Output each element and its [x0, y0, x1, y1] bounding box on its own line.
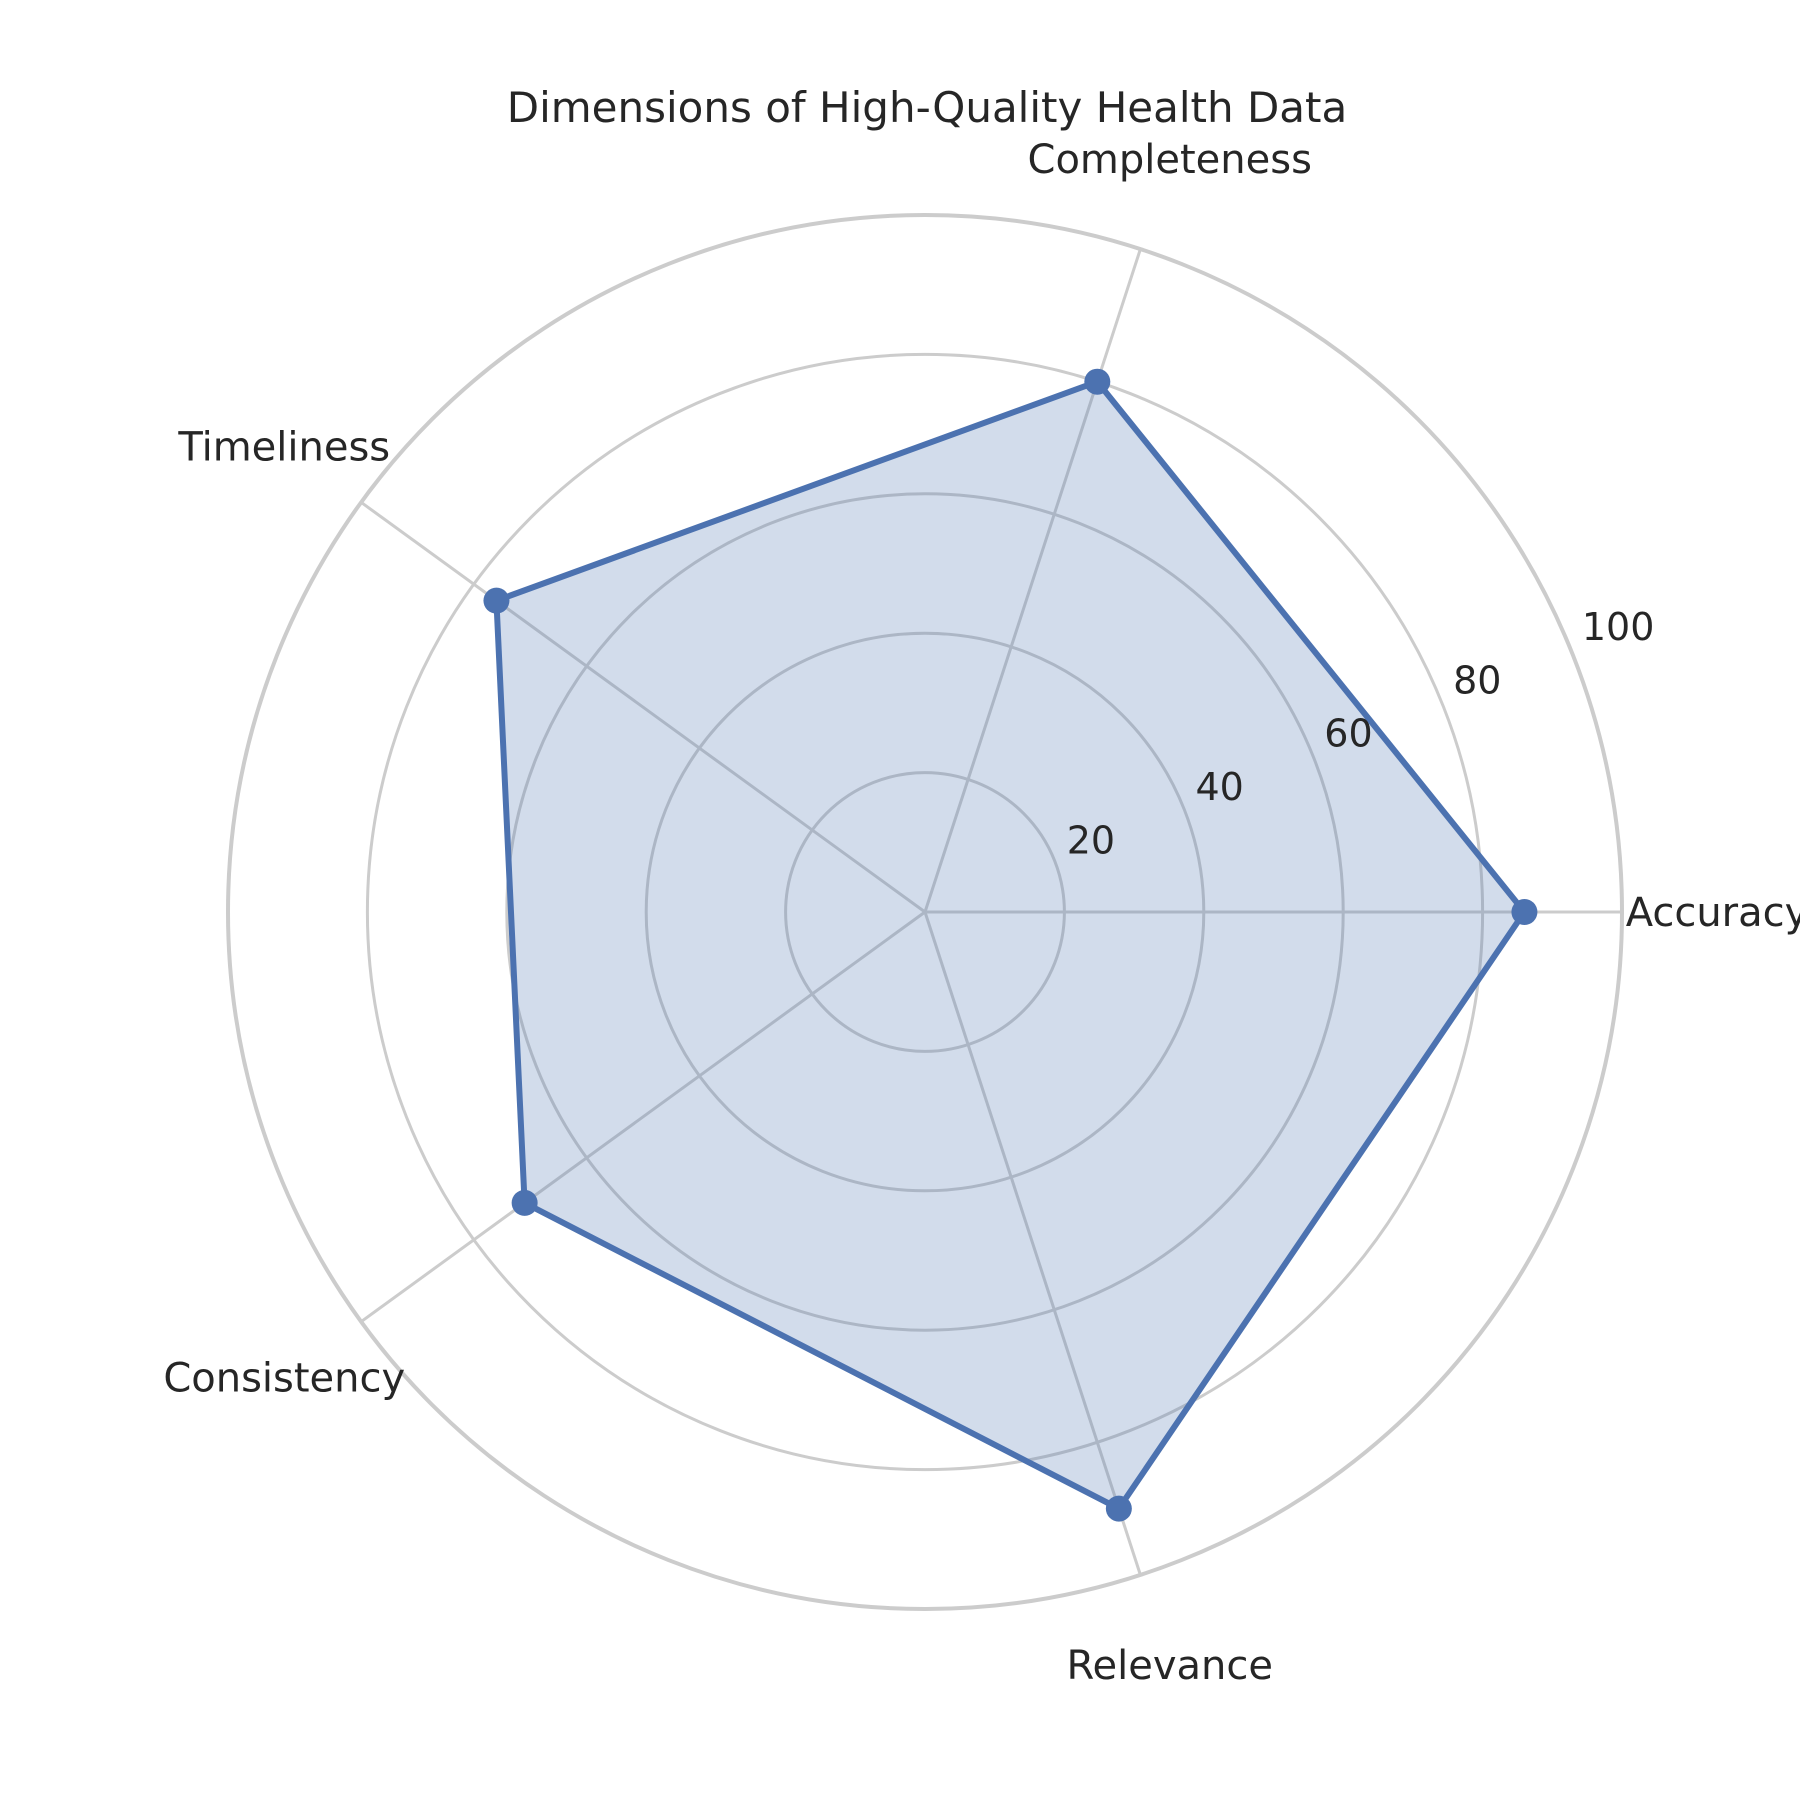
data-point-accuracy: [1511, 899, 1538, 925]
data-point-relevance: [1105, 1495, 1132, 1522]
r-tick-label: 100: [1582, 605, 1655, 649]
series-area: [496, 381, 1525, 1509]
radar-series: [483, 368, 1538, 1522]
category-label-relevance: Relevance: [1067, 1643, 1273, 1689]
spoke-consistency: [360, 910, 926, 1323]
category-label-accuracy: Accuracy: [1626, 890, 1800, 936]
radar-labels: 20 40 60 80 100 Accuracy Completeness Timelines…: [163, 137, 1800, 1689]
chart-title: Dimensions of High-Quality Health Data: [507, 83, 1348, 132]
spoke-completeness: [923, 248, 1142, 913]
r-tick-label: 40: [1196, 765, 1244, 809]
data-point-timeliness: [483, 587, 510, 614]
category-label-consistency: Consistency: [163, 1356, 405, 1402]
radar-spokes: [360, 248, 1622, 1576]
category-label-completeness: Completeness: [1028, 137, 1312, 183]
r-tick-label: 60: [1324, 712, 1372, 756]
spoke-relevance: [923, 911, 1142, 1576]
category-label-timeliness: Timeliness: [177, 424, 390, 470]
spoke-timeliness: [360, 501, 926, 914]
r-tick-label: 80: [1453, 658, 1501, 702]
data-point-completeness: [1084, 368, 1111, 395]
r-tick-label: 20: [1067, 818, 1115, 862]
data-point-consistency: [511, 1189, 538, 1216]
series-line: [493, 378, 1528, 1512]
